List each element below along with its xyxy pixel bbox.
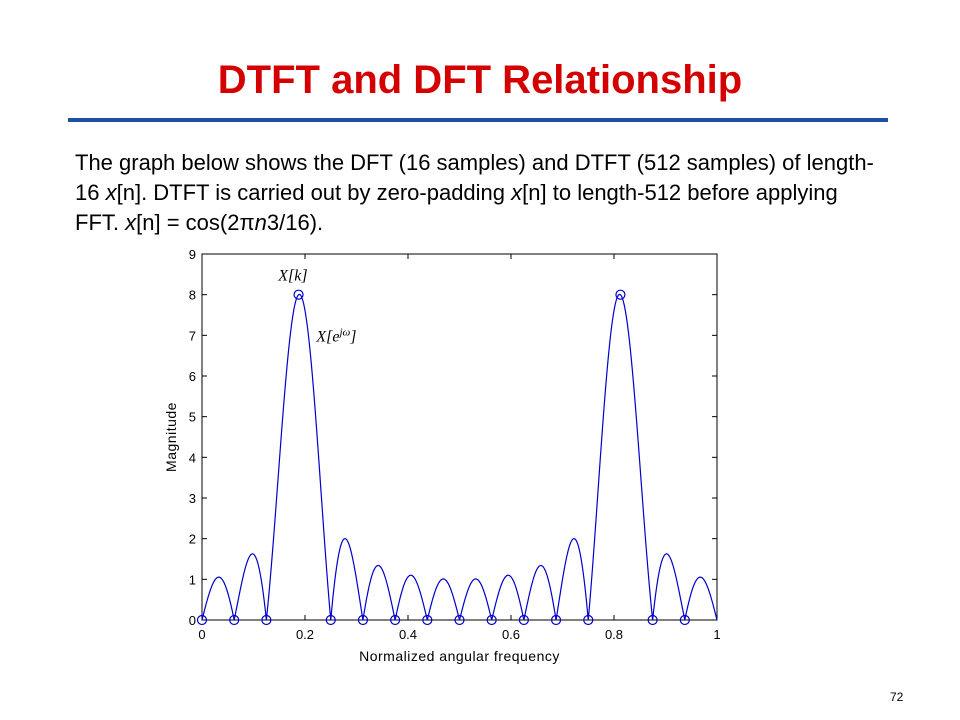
xn-index: [n] (522, 180, 547, 205)
x-tick-label: 1 (713, 627, 720, 642)
body-text: The graph below shows the DFT (16 sample… (75, 148, 875, 238)
y-tick-label: 6 (189, 369, 196, 384)
dft-marker (679, 614, 690, 626)
y-tick-label: 5 (189, 410, 196, 425)
x-axis-label: Normalized angular frequency (359, 648, 560, 664)
pi-symbol: π (239, 210, 255, 235)
x-tick-label: 0 (198, 627, 205, 642)
body-text-1: The graph below shows the DFT (16 sample… (75, 150, 874, 205)
title-underline (68, 118, 888, 122)
body-text-4: = cos(2 (160, 210, 240, 235)
dft-marker (486, 614, 497, 626)
y-tick-label: 7 (189, 328, 196, 343)
y-tick-label: 3 (189, 491, 196, 506)
y-tick-label: 4 (189, 450, 196, 465)
body-text-5: 3/16). (266, 210, 324, 235)
dft-marker (518, 614, 529, 626)
dft-marker (647, 614, 658, 626)
dtft-curve (201, 293, 718, 621)
xn-index: [n] (116, 180, 142, 205)
y-tick-label: 1 (189, 572, 196, 587)
dft-marker (390, 614, 401, 626)
y-tick-label: 8 (189, 288, 196, 303)
x-tick-label: 0.8 (605, 627, 623, 642)
xn-symbol: x (125, 210, 137, 235)
y-tick-label: 2 (189, 532, 196, 547)
dft-marker (550, 614, 562, 626)
dft-marker (615, 289, 626, 300)
y-tick-label: 0 (189, 613, 196, 628)
slide-title: DTFT and DFT Relationship (217, 58, 743, 102)
dft-marker (325, 614, 336, 626)
dft-marker (196, 614, 208, 626)
body-text-3: to length-512 before applying FFT. (75, 180, 838, 235)
x-tick-label: 0.4 (399, 627, 417, 642)
dft-marker (229, 614, 240, 626)
dft-marker (357, 614, 369, 626)
magnitude-plot: 0 1 2 3 4 5 6 7 8 9 0 0.2 0.4 0.6 0.8 1 Normalized angul… (163, 247, 721, 664)
xn-symbol: x (105, 180, 117, 205)
x-tick-label: 0.2 (296, 627, 314, 642)
n-symbol: n (254, 210, 267, 235)
y-tick-label: 9 (189, 247, 196, 262)
xn-symbol: x (511, 180, 523, 205)
dtft-annotation: X[ejω] (315, 326, 356, 345)
dft-annotation: X[k] (277, 267, 307, 284)
x-tick-label: 0.6 (502, 627, 520, 642)
xn-index: [n] (136, 210, 161, 235)
dft-marker (583, 614, 594, 626)
dft-marker (293, 289, 304, 300)
dft-marker (454, 614, 465, 626)
dft-marker (261, 614, 272, 626)
dft-marker (422, 614, 433, 626)
plot-frame (201, 253, 718, 621)
y-axis-label: Magnitude (163, 402, 179, 472)
slide-number: 72 (890, 690, 904, 704)
body-text-2: . DTFT is carried out by zero-padding (141, 180, 512, 205)
